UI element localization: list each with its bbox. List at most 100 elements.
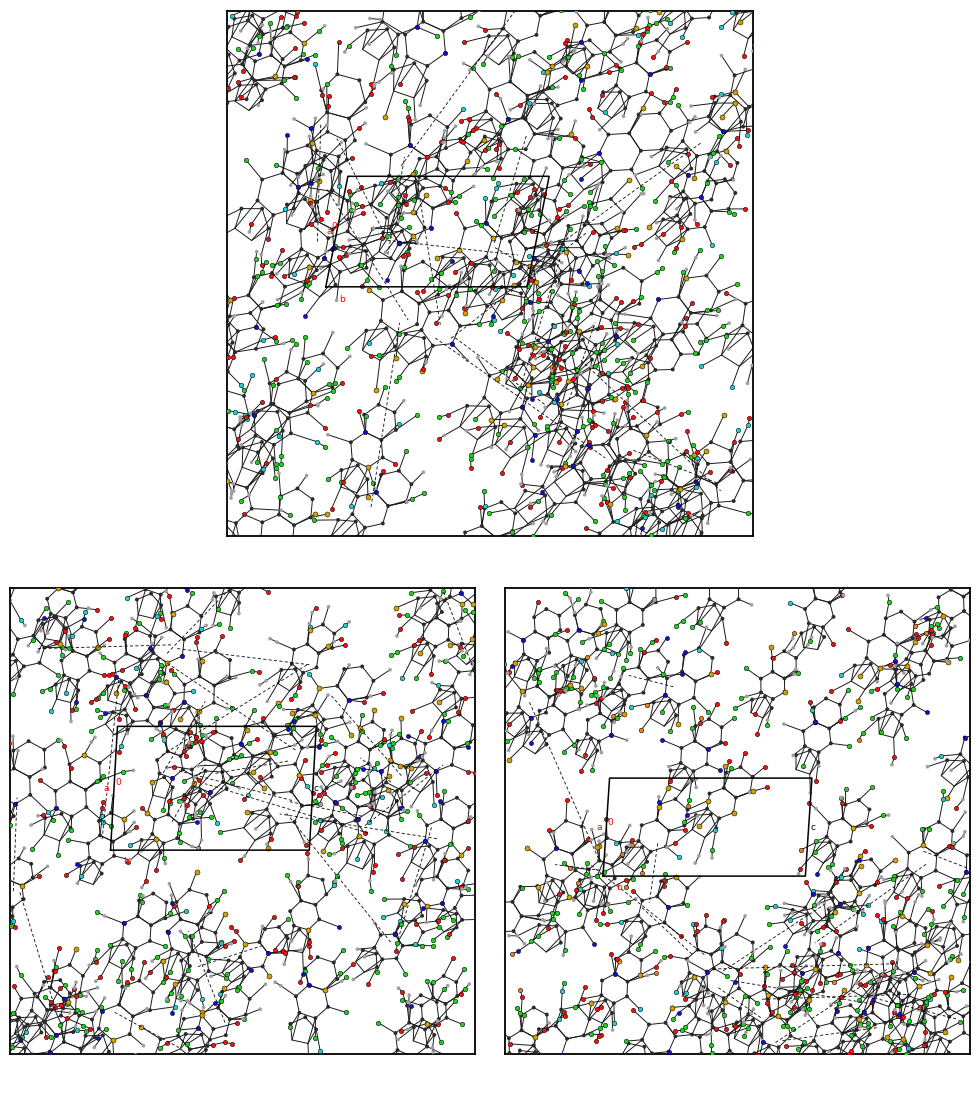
Point	[516, 222, 532, 240]
Point	[329, 970, 345, 988]
Point	[95, 1026, 111, 1044]
Point	[481, 916, 497, 933]
Point	[746, 1000, 761, 1018]
Point	[841, 1045, 857, 1063]
Point	[374, 950, 390, 968]
Point	[425, 870, 441, 888]
Point	[961, 632, 977, 649]
Point	[437, 128, 453, 146]
Point	[945, 835, 960, 853]
Point	[716, 938, 732, 956]
Point	[753, 1025, 768, 1043]
Point	[172, 922, 188, 940]
Point	[600, 595, 615, 613]
Point	[249, 268, 265, 285]
Point	[536, 234, 552, 252]
Point	[357, 824, 372, 842]
Point	[707, 87, 722, 105]
Point	[641, 1063, 657, 1081]
Point	[585, 108, 601, 126]
Point	[755, 1032, 770, 1050]
Point	[762, 638, 778, 656]
Point	[761, 19, 777, 36]
Point	[806, 896, 821, 914]
Point	[391, 462, 407, 480]
Point	[545, 904, 561, 921]
Point	[14, 990, 29, 1008]
Point	[293, 222, 309, 240]
Point	[775, 1018, 791, 1035]
Point	[73, 1040, 88, 1057]
Point	[561, 217, 576, 234]
Point	[883, 695, 899, 712]
Point	[478, 213, 494, 231]
Point	[929, 846, 945, 864]
Point	[745, 549, 760, 566]
Point	[311, 173, 326, 190]
Point	[522, 258, 538, 275]
Point	[512, 275, 527, 293]
Point	[0, 846, 13, 864]
Point	[837, 709, 853, 727]
Point	[550, 209, 565, 227]
Point	[581, 101, 597, 118]
Point	[821, 911, 837, 929]
Point	[208, 587, 223, 605]
Point	[674, 1022, 690, 1040]
Point	[176, 630, 192, 648]
Point	[922, 611, 938, 628]
Point	[525, 346, 541, 364]
Point	[517, 109, 533, 127]
Point	[752, 1018, 767, 1035]
Point	[153, 1072, 169, 1089]
Point	[187, 769, 203, 786]
Point	[350, 810, 366, 827]
Point	[527, 186, 543, 204]
Point	[43, 979, 59, 997]
Point	[459, 421, 474, 439]
Point	[564, 679, 579, 697]
Point	[849, 853, 864, 870]
Point	[686, 698, 702, 716]
Point	[505, 523, 520, 541]
Point	[57, 737, 73, 754]
Point	[568, 650, 584, 668]
Point	[673, 739, 689, 757]
Point	[552, 128, 567, 146]
Point	[151, 1087, 167, 1105]
Point	[462, 61, 477, 79]
Point	[337, 752, 353, 770]
Point	[513, 199, 528, 217]
Point	[333, 629, 349, 647]
Point	[403, 759, 418, 776]
Point	[652, 104, 667, 122]
Point	[314, 821, 329, 838]
Point	[743, 783, 759, 801]
Point	[705, 145, 720, 163]
Point	[390, 845, 406, 863]
Point	[209, 891, 224, 909]
Point	[268, 371, 283, 388]
Point	[127, 939, 143, 957]
Point	[956, 912, 971, 930]
Point	[359, 407, 374, 425]
Point	[660, 20, 675, 38]
Point	[269, 156, 284, 174]
Point	[203, 904, 219, 921]
Point	[591, 1026, 607, 1044]
Point	[452, 241, 467, 259]
Point	[514, 705, 530, 722]
Point	[126, 814, 142, 832]
Point	[61, 1089, 76, 1106]
Point	[414, 997, 429, 1014]
Point	[270, 375, 286, 393]
Point	[247, 52, 263, 70]
Point	[821, 900, 837, 918]
Point	[254, 257, 270, 274]
Point	[305, 490, 320, 508]
Point	[68, 1004, 83, 1022]
Point	[236, 1011, 252, 1029]
Point	[421, 837, 437, 855]
Point	[449, 0, 465, 1]
Point	[435, 712, 451, 730]
